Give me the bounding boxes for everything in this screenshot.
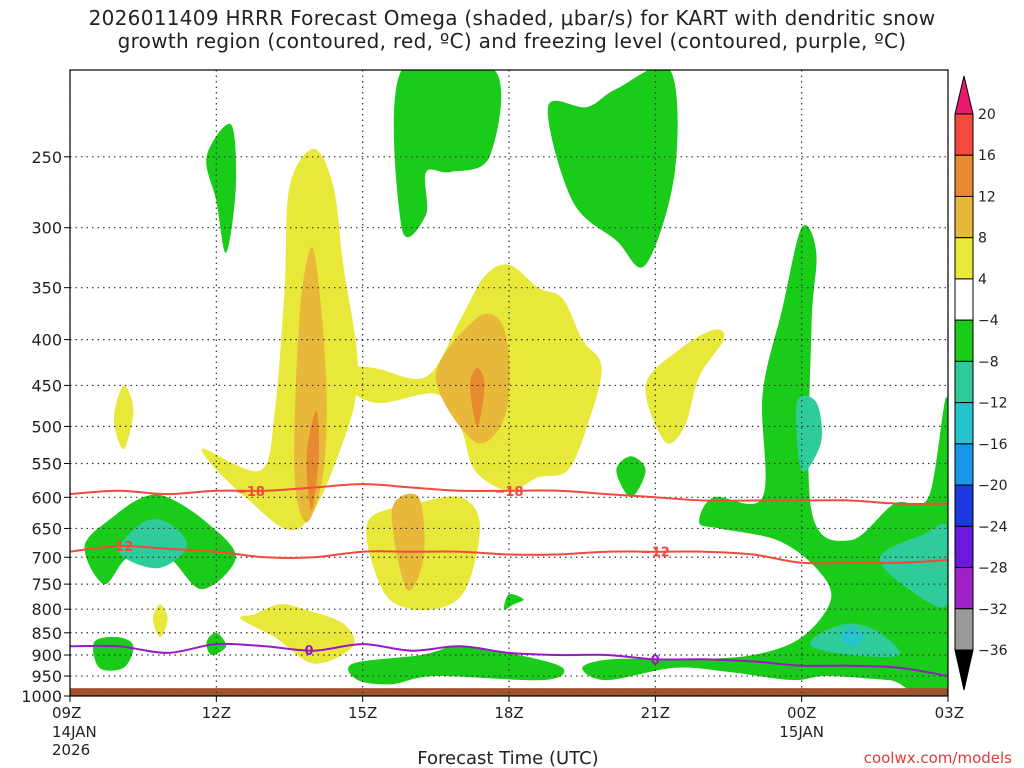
freezing-level-contour <box>70 642 948 677</box>
chart-title-line-1: 2026011409 HRRR Forecast Omega (shaded, … <box>88 6 936 30</box>
y-tick-label-1000: 1000 <box>21 687 62 706</box>
omega-region-green-top-b <box>547 70 678 268</box>
x-tick-label-09Z: 09Z <box>52 704 81 722</box>
colorbar-label-5: −4 <box>978 313 999 329</box>
colorbar-band-6 <box>954 360 974 404</box>
dendritic-contour-1-label-1: −12 <box>641 546 670 561</box>
dendritic-contour-0-label-0: −18 <box>236 485 265 500</box>
y-tick-label-350: 350 <box>31 279 62 298</box>
colorbar-band-11 <box>954 567 974 610</box>
colorbar-label-7: −12 <box>978 396 1008 412</box>
credit-text: coolwx.com/models <box>864 749 1012 767</box>
x-tick-label-00Z: 00Z <box>787 704 816 722</box>
colorbar-label-13: −36 <box>978 643 1008 659</box>
omega-region-teal-left <box>118 519 188 569</box>
colorbar-bottom-arrow <box>954 649 974 691</box>
y-tick-label-400: 400 <box>31 331 62 350</box>
y-tick-label-950: 950 <box>31 667 62 686</box>
y-tick-label-300: 300 <box>31 219 62 238</box>
y-tick-label-800: 800 <box>31 600 62 619</box>
colorbar-label-9: −20 <box>978 478 1008 494</box>
omega-region-teal-right <box>795 395 823 472</box>
omega-region-orange-a <box>306 410 320 511</box>
colorbar-band-10 <box>954 525 974 569</box>
y-tick-label-450: 450 <box>31 376 62 395</box>
colorbar-band-2 <box>954 195 974 239</box>
colorbar-band-8 <box>954 443 974 486</box>
y-tick-label-900: 900 <box>31 646 62 665</box>
colorbar-band-7 <box>954 402 974 445</box>
omega-region-green-right <box>582 225 948 696</box>
omega-region-gold-c <box>391 493 425 591</box>
x-tick-label-21Z: 21Z <box>641 704 670 722</box>
colorbar-label-3: 8 <box>978 231 987 247</box>
y-tick-label-550: 550 <box>31 454 62 473</box>
x-tick-label-18Z: 18Z <box>494 704 523 722</box>
colorbar-band-4 <box>954 278 974 321</box>
omega-region-green-top-a <box>393 70 502 238</box>
colorbar-band-3 <box>954 237 974 280</box>
dendritic-contour-0 <box>70 483 948 505</box>
y-tick-label-850: 850 <box>31 624 62 643</box>
colorbar-band-12 <box>954 608 974 651</box>
colorbar-label-11: −28 <box>978 561 1008 577</box>
colorbar-band-5 <box>954 319 974 362</box>
omega-region-teal-far-right <box>879 523 948 608</box>
x-tick-sublabel-09Z: 14JAN <box>52 723 97 741</box>
colorbar-top-arrow <box>954 75 974 115</box>
colorbar-label-8: −16 <box>978 437 1008 453</box>
colorbar-label-12: −32 <box>978 602 1008 618</box>
chart-title-line-2: growth region (contoured, red, ºC) and f… <box>117 29 907 53</box>
colorbar-band-0 <box>954 113 974 156</box>
colorbar-band-9 <box>954 484 974 527</box>
freezing-level-contour-label-1: 0 <box>651 653 660 668</box>
omega-region-yellow-right <box>645 329 725 444</box>
y-tick-label-750: 750 <box>31 575 62 594</box>
colorbar-band-1 <box>954 154 974 197</box>
dendritic-contour-1 <box>70 544 948 565</box>
x-axis-title: Forecast Time (UTC) <box>417 748 598 768</box>
colorbar-label-0: 20 <box>978 107 996 123</box>
omega-region-green-bottom-b <box>503 593 524 610</box>
y-tick-label-650: 650 <box>31 519 62 538</box>
colorbar-label-10: −24 <box>978 519 1008 535</box>
dendritic-contour-1-label-0: −12 <box>104 540 133 555</box>
colorbar-label-4: 4 <box>978 272 987 288</box>
omega-region-orange-b <box>470 367 485 427</box>
dendritic-contour-0-label-1: −18 <box>495 485 524 500</box>
freezing-level-contour-label-0: 0 <box>304 644 313 659</box>
omega-region-green-top-c <box>206 123 237 253</box>
omega-region-green-right-small <box>616 456 646 498</box>
x-tick-year-09Z: 2026 <box>52 741 90 759</box>
x-tick-sublabel-00Z: 15JAN <box>779 723 824 741</box>
x-tick-label-15Z: 15Z <box>348 704 377 722</box>
omega-region-yellow-bottom-a <box>152 604 168 638</box>
y-tick-label-500: 500 <box>31 417 62 436</box>
colorbar-label-2: 12 <box>978 189 996 205</box>
y-tick-label-250: 250 <box>31 148 62 167</box>
y-tick-label-600: 600 <box>31 488 62 507</box>
colorbar-label-1: 16 <box>978 148 996 164</box>
x-tick-label-03Z: 03Z <box>935 704 964 722</box>
x-tick-label-12Z: 12Z <box>202 704 231 722</box>
omega-region-green-bottom-a <box>348 646 565 685</box>
omega-region-yellow-left-small <box>113 385 134 450</box>
y-tick-label-700: 700 <box>31 548 62 567</box>
colorbar-label-6: −8 <box>978 354 999 370</box>
